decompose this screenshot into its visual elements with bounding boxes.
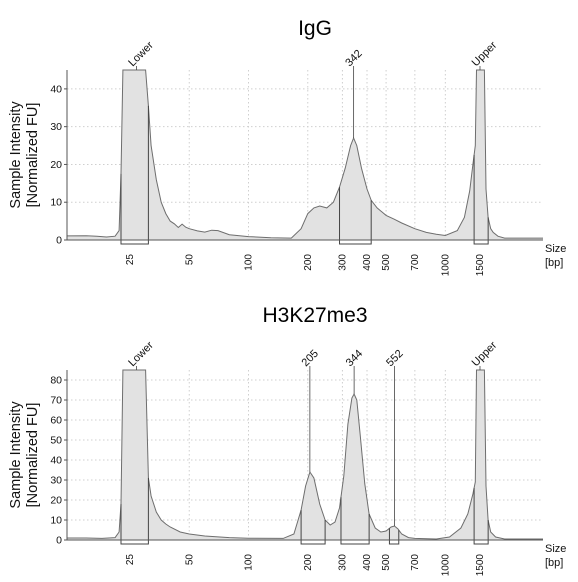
trace-area bbox=[67, 370, 543, 540]
trace-area bbox=[67, 70, 543, 240]
peak-label: 344 bbox=[344, 348, 365, 369]
x-tick-label: 200 bbox=[303, 254, 314, 271]
region-bracket bbox=[388, 539, 400, 545]
x-tick-label: 700 bbox=[410, 554, 421, 571]
x-tick-label: 50 bbox=[184, 554, 195, 566]
y-axis-label-line1: Sample Intensity bbox=[8, 401, 24, 509]
x-tick-label: 100 bbox=[244, 254, 255, 271]
y-tick-label: 30 bbox=[50, 475, 62, 487]
trace-line bbox=[66, 69, 544, 239]
y-tick-label: 40 bbox=[50, 455, 62, 467]
y-tick-label: 0 bbox=[56, 235, 62, 247]
igg-panel: IgG Sample Intensity[Normalized FU] Lower 3… bbox=[8, 17, 566, 276]
x-tick-label: 500 bbox=[381, 254, 392, 271]
h3k27me3-panel: H3K27me3 Sample Intensity[Normalized FU] L… bbox=[8, 304, 566, 576]
x-tick-label: 200 bbox=[303, 554, 314, 571]
y-tick-label: 20 bbox=[50, 495, 62, 507]
peak-label: Upper bbox=[470, 39, 500, 69]
chart-title: IgG bbox=[298, 17, 332, 40]
peak-label: 342 bbox=[343, 48, 364, 69]
y-axis-label-line1: Sample Intensity bbox=[8, 101, 24, 209]
trace-line bbox=[67, 369, 543, 540]
region-bracket bbox=[339, 239, 372, 245]
y-tick-label: 20 bbox=[50, 159, 62, 171]
x-tick-label: 1500 bbox=[475, 554, 486, 577]
x-tick-label: 300 bbox=[337, 254, 348, 271]
x-tick-label: 25 bbox=[125, 554, 136, 566]
x-tick-label: 25 bbox=[125, 254, 136, 266]
y-tick-label: 40 bbox=[50, 83, 62, 95]
x-tick-label: 1500 bbox=[475, 254, 486, 277]
region-bracket bbox=[120, 239, 149, 245]
y-tick-label: 80 bbox=[50, 375, 62, 387]
y-tick-label: 10 bbox=[50, 197, 62, 209]
x-tick-label: 400 bbox=[362, 254, 373, 271]
y-tick-label: 60 bbox=[50, 415, 62, 427]
y-axis-label-line2: [Normalized FU] bbox=[25, 103, 41, 208]
x-tick-label: 500 bbox=[381, 554, 392, 571]
x-unit-label: Size bbox=[545, 543, 566, 555]
x-tick-label: 100 bbox=[244, 554, 255, 571]
region-bracket bbox=[473, 539, 489, 545]
region-bracket bbox=[473, 239, 489, 245]
y-axis-label: Sample Intensity[Normalized FU] bbox=[8, 101, 41, 209]
peak-label: Lower bbox=[126, 339, 156, 369]
peak-label: Lower bbox=[126, 39, 156, 69]
x-unit-label-bp: [bp] bbox=[545, 557, 563, 569]
region-bracket bbox=[120, 539, 149, 545]
x-tick-label: 1000 bbox=[440, 554, 451, 577]
chart-title: H3K27me3 bbox=[262, 304, 367, 327]
y-axis-label: Sample Intensity[Normalized FU] bbox=[8, 401, 41, 509]
x-tick-label: 300 bbox=[337, 554, 348, 571]
x-unit-label: Size bbox=[545, 243, 566, 255]
region-bracket bbox=[300, 539, 326, 545]
y-tick-label: 50 bbox=[50, 435, 62, 447]
peak-label: Upper bbox=[470, 339, 500, 369]
x-unit-label-bp: [bp] bbox=[545, 257, 563, 269]
y-axis-label-line2: [Normalized FU] bbox=[25, 403, 41, 508]
x-tick-label: 50 bbox=[184, 254, 195, 266]
x-tick-label: 1000 bbox=[440, 254, 451, 277]
y-tick-label: 0 bbox=[56, 535, 62, 547]
peak-label: 552 bbox=[384, 348, 405, 369]
region-bracket bbox=[340, 539, 370, 545]
y-tick-label: 10 bbox=[50, 515, 62, 527]
peak-label: 205 bbox=[300, 348, 321, 369]
x-tick-label: 400 bbox=[362, 554, 373, 571]
x-tick-label: 700 bbox=[410, 254, 421, 271]
y-tick-label: 30 bbox=[50, 121, 62, 133]
y-tick-label: 70 bbox=[50, 395, 62, 407]
